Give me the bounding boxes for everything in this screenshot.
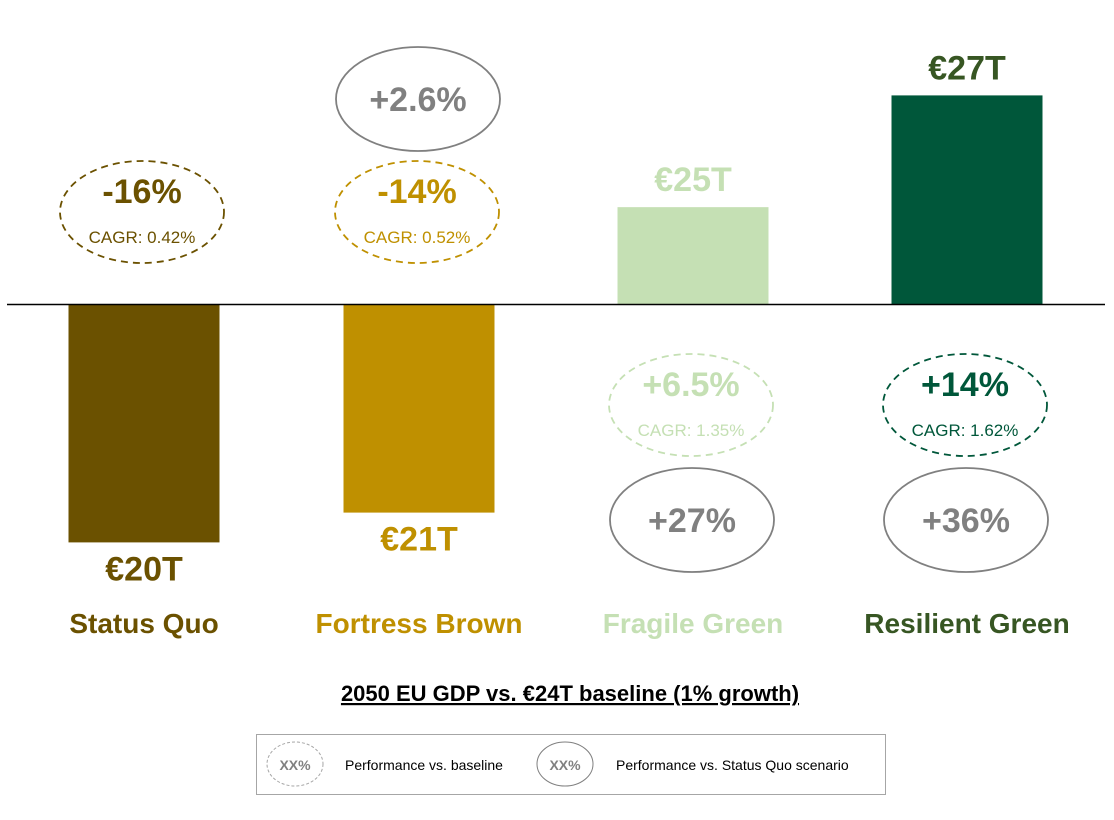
baseline-comparison-ellipse [882, 353, 1048, 457]
status-quo-pct-label: +36% [922, 502, 1010, 540]
chart-marks: €20T Status Quo -16% CAGR: 0.42% €21T Fortres… [59, 46, 1070, 639]
legend-symbol: XX% [279, 757, 311, 773]
bar-fortress-brown [343, 304, 495, 513]
cagr-label: CAGR: 0.42% [89, 228, 196, 247]
value-label: €20T [105, 550, 183, 588]
legend-dashed-circle-icon [266, 741, 324, 787]
status-quo-pct-label: +27% [648, 502, 736, 540]
baseline-pct-label: +14% [921, 366, 1009, 404]
bar-status-quo [68, 304, 220, 543]
legend: XX% Performance vs. baseline XX% Perform… [256, 734, 886, 795]
cagr-label: CAGR: 1.35% [638, 421, 745, 440]
category-label: Status Quo [69, 608, 218, 639]
status-quo-comparison-ellipse [609, 467, 775, 573]
legend-symbol: XX% [549, 757, 581, 773]
cagr-label: CAGR: 0.52% [364, 228, 471, 247]
category-label: Fragile Green [603, 608, 784, 639]
baseline-pct-label: -16% [102, 173, 181, 211]
status-quo-comparison-ellipse [883, 467, 1049, 573]
status-quo-comparison-ellipse [335, 46, 501, 152]
baseline-pct-label: -14% [377, 173, 456, 211]
category-label: Fortress Brown [316, 608, 523, 639]
category-label: Resilient Green [864, 608, 1069, 639]
cagr-label: CAGR: 1.62% [912, 421, 1019, 440]
value-label: €21T [380, 521, 458, 559]
baseline-comparison-ellipse [59, 160, 225, 264]
value-label: €27T [928, 49, 1006, 87]
value-label: €25T [654, 161, 732, 199]
baseline-pct-label: +6.5% [642, 366, 739, 404]
chart-title: 2050 EU GDP vs. €24T baseline (1% growth… [341, 681, 799, 706]
legend-solid-circle-icon [536, 741, 594, 787]
bar-fragile-green [617, 207, 769, 304]
bar-resilient-green [891, 95, 1043, 305]
legend-status-quo-label: Performance vs. Status Quo scenario [616, 757, 849, 773]
baseline-comparison-ellipse [334, 160, 500, 264]
status-quo-pct-label: +2.6% [369, 81, 466, 119]
baseline-comparison-ellipse [608, 353, 774, 457]
legend-box [256, 734, 886, 795]
legend-baseline-label: Performance vs. baseline [345, 757, 503, 773]
